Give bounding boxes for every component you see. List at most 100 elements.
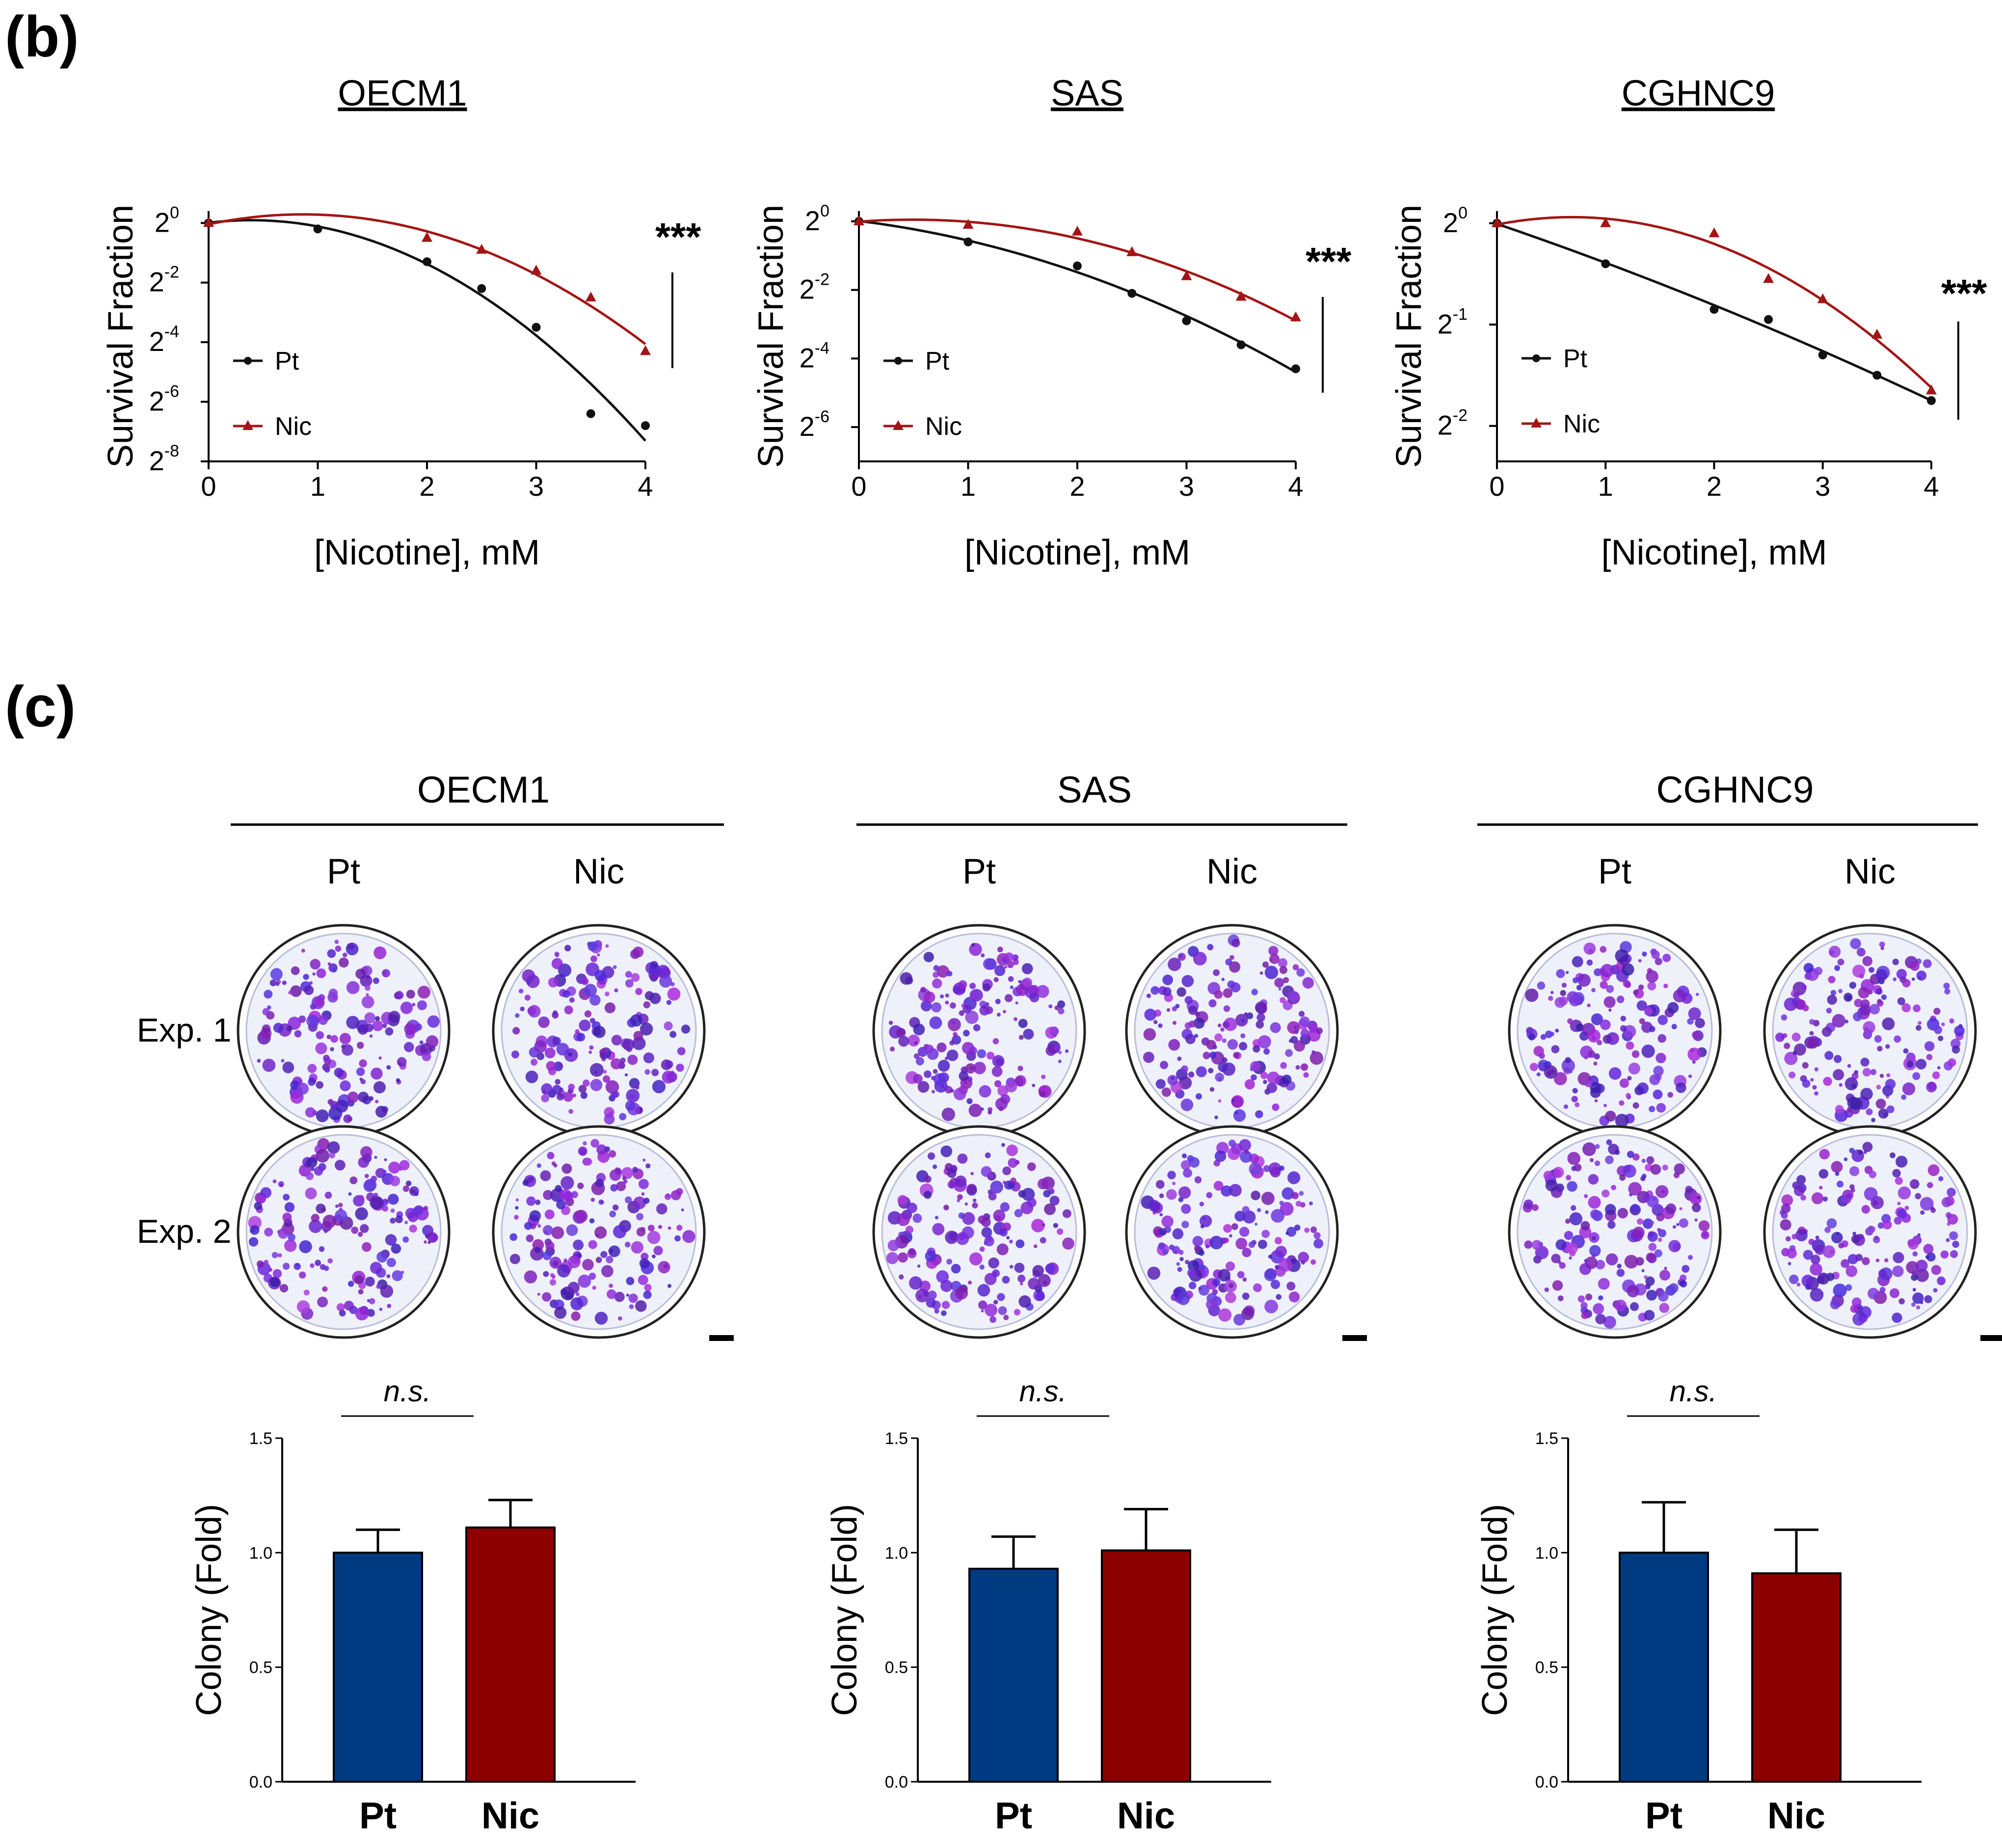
colony xyxy=(375,1099,379,1103)
colony xyxy=(1587,1003,1591,1007)
y-tick-base: 2 xyxy=(800,342,815,373)
colony xyxy=(1598,1278,1610,1290)
colony xyxy=(1679,1207,1682,1210)
colony xyxy=(955,1286,968,1300)
colony xyxy=(1295,1065,1300,1070)
colony xyxy=(1843,1157,1848,1161)
colony xyxy=(1927,1182,1933,1188)
colony xyxy=(945,1000,949,1005)
colony xyxy=(1653,1066,1664,1076)
y-tick-base: 2 xyxy=(155,207,170,238)
colony xyxy=(630,1014,642,1027)
colony xyxy=(1194,1245,1200,1252)
colony xyxy=(1687,1018,1694,1025)
colony xyxy=(406,990,415,999)
colony xyxy=(388,1011,400,1023)
colony xyxy=(992,1038,999,1045)
colony xyxy=(1154,986,1159,991)
colony xyxy=(1607,1221,1616,1229)
colony xyxy=(965,1063,976,1074)
colony xyxy=(369,1034,373,1038)
colony xyxy=(568,1052,572,1057)
colony xyxy=(363,1179,376,1192)
y-tick-exponent: -2 xyxy=(815,270,829,289)
colony xyxy=(1199,1264,1205,1271)
colony xyxy=(1892,1312,1902,1323)
colony xyxy=(1814,1091,1819,1096)
colony xyxy=(1785,1236,1791,1242)
colony xyxy=(294,1030,302,1038)
colony xyxy=(1162,987,1172,996)
colony xyxy=(309,1220,322,1233)
colony xyxy=(1800,1195,1806,1201)
y-tick-exponent: 0 xyxy=(1458,204,1468,222)
colony xyxy=(1222,1021,1229,1028)
data-point-pt xyxy=(586,409,595,418)
colony xyxy=(526,1196,536,1206)
y-tick-label: 2-8 xyxy=(149,442,179,476)
colony xyxy=(1789,1274,1799,1285)
colony-plate xyxy=(492,1125,706,1339)
colony xyxy=(371,1176,377,1182)
colony xyxy=(306,1015,320,1028)
colony xyxy=(937,1060,950,1072)
colony xyxy=(1566,971,1569,974)
colony xyxy=(1835,1105,1844,1114)
colony xyxy=(996,1013,1001,1017)
colony xyxy=(1569,995,1581,1007)
colony xyxy=(1950,1250,1958,1258)
colony xyxy=(1255,1020,1264,1029)
colony xyxy=(888,1020,893,1025)
bar-nic xyxy=(1751,1572,1842,1783)
colony xyxy=(1571,1096,1578,1102)
colony xyxy=(1021,1188,1035,1201)
data-point-nic xyxy=(1871,328,1883,339)
colony xyxy=(1263,1048,1270,1055)
colony xyxy=(1633,990,1639,995)
colony xyxy=(1158,1242,1166,1250)
colony xyxy=(1021,963,1033,974)
legend-marker-pt xyxy=(244,357,252,365)
colony xyxy=(283,1262,290,1270)
plate-dish xyxy=(1134,1134,1330,1330)
colony xyxy=(1632,1102,1639,1109)
colony xyxy=(599,1052,607,1059)
colony xyxy=(385,1027,394,1036)
colony xyxy=(1838,989,1843,993)
colony xyxy=(305,1172,314,1180)
colony xyxy=(643,1052,654,1064)
colony xyxy=(322,1214,336,1228)
x-tick-label: 2 xyxy=(419,471,434,502)
colony xyxy=(605,991,610,996)
colony xyxy=(979,1246,985,1252)
colony xyxy=(1553,1167,1564,1178)
colony xyxy=(305,1107,316,1118)
plate-dish xyxy=(881,1134,1077,1330)
colony xyxy=(1902,979,1911,988)
colony xyxy=(563,1191,573,1202)
colony xyxy=(1263,1165,1270,1172)
colony xyxy=(1665,1203,1677,1214)
colony xyxy=(996,1243,1009,1256)
colony xyxy=(282,1212,292,1222)
colony xyxy=(1952,1240,1959,1248)
colony xyxy=(262,1008,270,1016)
colony xyxy=(280,1284,289,1293)
colony xyxy=(1864,1187,1878,1201)
colony xyxy=(518,989,524,993)
colony xyxy=(1849,1166,1860,1177)
colony xyxy=(1564,1104,1568,1109)
colony xyxy=(1577,973,1591,987)
colony xyxy=(1909,1181,1915,1186)
y-tick-exponent: 0 xyxy=(170,203,179,222)
colony xyxy=(1045,1026,1057,1039)
colony xyxy=(931,1090,935,1094)
colony xyxy=(349,1176,358,1184)
colony xyxy=(327,1258,333,1264)
bar-category-label: Nic xyxy=(1117,1795,1175,1837)
colony xyxy=(1916,1025,1922,1031)
colony xyxy=(1265,1210,1269,1214)
colony xyxy=(1213,1180,1224,1191)
colony xyxy=(1949,1231,1958,1240)
colony xyxy=(1688,1255,1693,1260)
